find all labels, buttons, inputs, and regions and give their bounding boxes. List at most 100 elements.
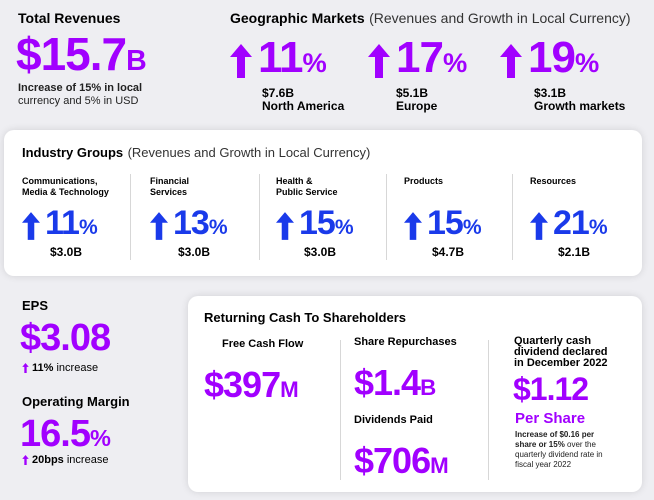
up-arrow-icon <box>230 43 252 78</box>
dividend-label-line3: in December 2022 <box>514 357 608 369</box>
free-cash-flow-value: $397M <box>204 366 299 409</box>
industry-growth-pct: % <box>334 216 354 239</box>
geo-growth-pct: % <box>442 47 468 78</box>
dividends-paid-unit: M <box>430 453 449 478</box>
operating-margin-change-value: 20bps <box>32 454 64 466</box>
total-revenues-title: Total Revenues <box>18 10 121 26</box>
industry-amount: $3.0B <box>50 245 83 259</box>
industry-groups-card: Industry Groups (Revenues and Growth in … <box>4 130 642 276</box>
industry-growth-value: 15 <box>299 204 336 242</box>
operating-margin-change: 20bps increase <box>22 454 108 466</box>
geographic-markets-title: Geographic Markets <box>230 10 365 26</box>
industry-amount: $2.1B <box>558 245 591 259</box>
divider <box>130 174 131 260</box>
industry-label-line2 <box>530 187 634 198</box>
up-arrow-icon <box>150 211 168 240</box>
geo-item-growth-markets: 19% $3.1B Growth markets <box>500 36 625 113</box>
operating-margin-number: 16.5 <box>20 413 91 455</box>
operating-margin-title: Operating Margin <box>22 394 130 409</box>
geo-growth-value: 11 <box>258 33 304 82</box>
industry-growth-pct: % <box>462 216 482 239</box>
geo-amount: $5.1B <box>396 86 429 100</box>
dividends-paid-value: $706M <box>354 442 449 485</box>
geo-region: Growth markets <box>534 99 626 113</box>
industry-label-line1: Resources <box>530 176 577 186</box>
divider <box>512 174 513 260</box>
dividend-note-line2-rest: over the <box>564 440 596 449</box>
eps-title: EPS <box>22 298 49 313</box>
industry-growth-value: 13 <box>173 204 210 242</box>
share-repurchases-amount: $1.4 <box>354 362 421 403</box>
free-cash-flow-unit: M <box>280 377 299 402</box>
dividend-note-line1: Increase of $0.16 per <box>515 430 595 439</box>
industry-growth-pct: % <box>208 216 228 239</box>
share-repurchases-label: Share Repurchases <box>354 336 457 348</box>
geo-growth-pct: % <box>574 47 600 78</box>
total-revenues-note-line2: currency and 5% in USD <box>18 95 139 107</box>
operating-margin-unit: % <box>89 425 111 451</box>
operating-margin-value: 16.5% <box>20 414 111 458</box>
up-arrow-icon <box>368 43 390 78</box>
industry-label-line1: Products <box>404 176 444 186</box>
industry-item-cmt: Communications, Media & Technology 11% $… <box>22 176 126 259</box>
industry-item-health-public-service: Health & Public Service 15% $3.0B <box>276 176 380 259</box>
geo-amount: $7.6B <box>262 86 295 100</box>
total-revenues-amount: $15.7 <box>16 28 127 80</box>
eps-change: 11% increase <box>22 362 98 374</box>
dividend-label-line2: dividend declared <box>514 346 608 358</box>
industry-label-line2: Services <box>150 187 188 197</box>
industry-label-line2: Public Service <box>276 187 338 197</box>
dividend-declared-label: Quarterly cash dividend declared in Dece… <box>514 336 608 369</box>
industry-item-financial-services: Financial Services 13% $3.0B <box>150 176 254 259</box>
up-arrow-icon <box>530 211 548 240</box>
share-repurchases-unit: B <box>420 375 437 400</box>
returning-cash-title: Returning Cash To Shareholders <box>204 310 407 325</box>
divider <box>386 174 387 260</box>
eps-change-value: 11% <box>32 362 54 374</box>
industry-amount: $3.0B <box>304 245 337 259</box>
industry-growth-value: 11 <box>45 204 80 242</box>
geo-region: North America <box>262 99 345 113</box>
geo-item-europe: 17% $5.1B Europe <box>368 36 467 113</box>
dividend-label-line1: Quarterly cash <box>514 335 592 347</box>
industry-label-line2 <box>404 187 508 198</box>
geo-item-north-america: 11% $7.6B North America <box>230 36 344 113</box>
industry-label-line1: Financial <box>150 176 190 186</box>
industry-groups-header: Industry Groups (Revenues and Growth in … <box>22 144 370 162</box>
industry-growth-pct: % <box>588 216 608 239</box>
dividend-value: $1.12 <box>513 371 589 407</box>
small-up-arrow-icon <box>22 455 29 465</box>
industry-growth-value: 15 <box>427 204 464 242</box>
up-arrow-icon <box>500 43 522 78</box>
up-arrow-icon <box>404 211 422 240</box>
operating-margin-change-text: increase <box>63 454 109 466</box>
dividends-paid-label: Dividends Paid <box>354 414 433 426</box>
returning-cash-card: Returning Cash To Shareholders Free Cash… <box>188 296 642 492</box>
dividends-paid-amount: $706 <box>354 440 431 481</box>
industry-item-products: Products 15% $4.7B <box>404 176 508 259</box>
dividend-note-line2-bold: share or 15% <box>515 440 565 449</box>
divider <box>340 340 341 480</box>
dividend-note-line4: fiscal year 2022 <box>515 460 572 469</box>
geo-amount: $3.1B <box>534 86 567 100</box>
free-cash-flow-label: Free Cash Flow <box>222 338 304 350</box>
dividend-note: Increase of $0.16 per share or 15% over … <box>515 430 603 470</box>
geo-region: Europe <box>396 99 438 113</box>
industry-label-line1: Health & <box>276 176 313 186</box>
industry-amount: $4.7B <box>432 245 465 259</box>
industry-growth-value: 21 <box>553 204 590 242</box>
industry-item-resources: Resources 21% $2.1B <box>530 176 634 259</box>
total-revenues-value: $15.7B <box>16 30 147 85</box>
up-arrow-icon <box>22 211 40 240</box>
free-cash-flow-amount: $397 <box>204 364 281 405</box>
eps-value: $3.08 <box>20 317 111 359</box>
industry-groups-subtitle: (Revenues and Growth in Local Currency) <box>127 145 371 160</box>
up-arrow-icon <box>276 211 294 240</box>
dividend-per-share: Per Share <box>515 410 586 427</box>
geo-growth-value: 17 <box>396 33 444 82</box>
total-revenues-note-line1: Increase of 15% in local <box>18 82 143 94</box>
eps-change-text: increase <box>53 362 99 374</box>
geographic-markets-header: Geographic Markets (Revenues and Growth … <box>230 10 631 28</box>
geo-growth-pct: % <box>302 47 327 78</box>
divider <box>259 174 260 260</box>
